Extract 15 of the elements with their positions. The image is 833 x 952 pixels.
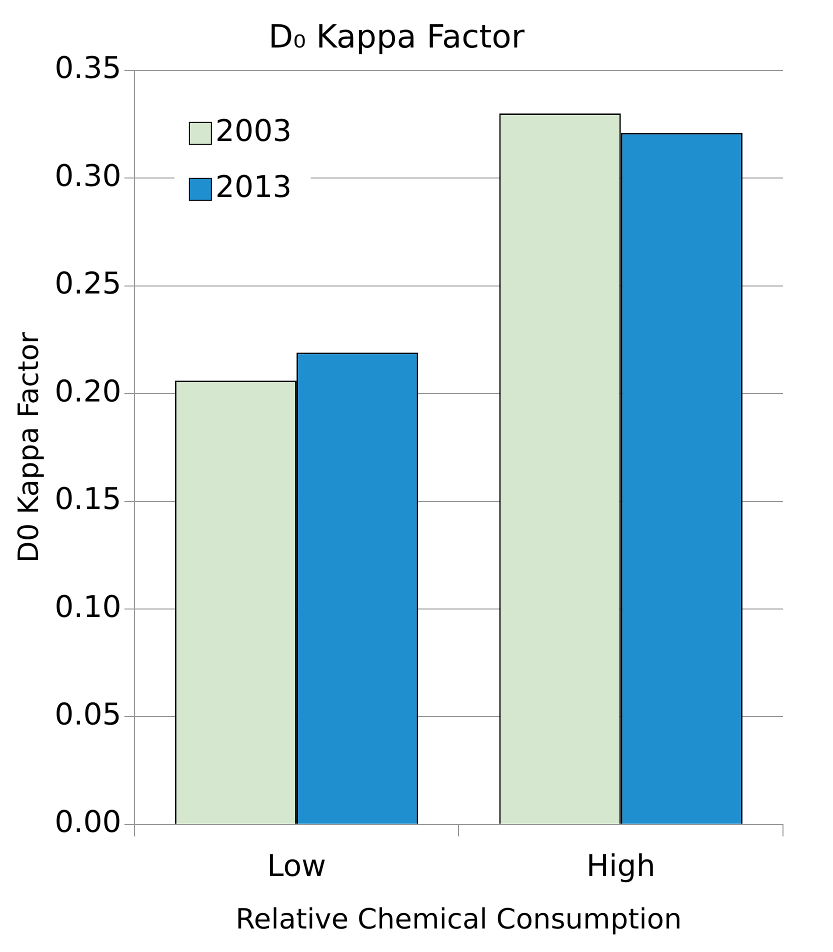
y-tick-label: 0.10: [54, 590, 122, 625]
x-tick-label: High: [586, 849, 656, 884]
y-tick-label: 0.15: [54, 482, 122, 518]
y-tick-label: 0.30: [54, 158, 122, 194]
y-tick-label: 0.05: [54, 697, 122, 732]
y-axis-title: D0 Kappa Factor: [12, 332, 46, 563]
y-tick-label: 0.35: [54, 51, 122, 86]
x-axis-title: Relative Chemical Consumption: [236, 902, 682, 936]
legend-label: 2013: [215, 170, 292, 206]
y-tick-label: 0.00: [54, 805, 122, 840]
chart-title: D₀ Kappa Factor: [268, 18, 526, 56]
y-tick-label: 0.25: [54, 266, 122, 302]
legend-label: 2003: [215, 114, 292, 150]
y-tick-label: 0.20: [54, 374, 122, 410]
x-tick-label: Low: [267, 849, 326, 884]
